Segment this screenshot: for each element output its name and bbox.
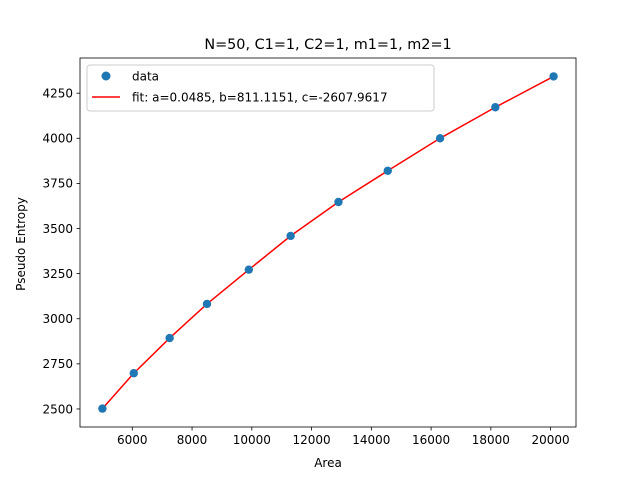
y-axis-label: Pseudo Entropy	[14, 197, 28, 291]
data-point	[491, 103, 500, 112]
x-tick-label: 12000	[292, 433, 330, 447]
x-tick-label: 10000	[233, 433, 271, 447]
y-tick-label: 4000	[42, 132, 73, 146]
data-point	[383, 166, 392, 175]
x-axis-label: Area	[314, 456, 342, 470]
chart-title: N=50, C1=1, C2=1, m1=1, m2=1	[204, 37, 451, 53]
series-layer	[98, 72, 558, 413]
y-tick-label: 2750	[42, 357, 73, 371]
y-tick-label: 2500	[42, 402, 73, 416]
x-tick-label: 18000	[472, 433, 510, 447]
y-tick-label: 3750	[42, 177, 73, 191]
data-point	[549, 72, 558, 81]
data-point	[202, 299, 212, 309]
legend-data-marker	[101, 71, 111, 81]
legend-data-label: data	[132, 70, 159, 84]
y-tick-label: 3000	[42, 312, 73, 326]
x-tick-label: 20000	[532, 433, 570, 447]
x-tick-label: 8000	[177, 433, 208, 447]
x-tick-label: 14000	[352, 433, 390, 447]
x-tick-label: 16000	[412, 433, 450, 447]
y-tick-label: 3250	[42, 267, 73, 281]
data-point	[165, 333, 174, 343]
legend-fit-label: fit: a=0.0485, b=811.1151, c=-2607.9617	[132, 91, 388, 105]
x-tick-label: 6000	[117, 433, 148, 447]
data-point	[334, 197, 343, 207]
data-point	[286, 231, 295, 241]
data-point	[129, 369, 138, 378]
plot-frame	[79, 57, 577, 428]
legend-frame	[86, 64, 435, 112]
data-point	[244, 265, 254, 274]
y-tick-label: 4250	[42, 86, 73, 100]
legend: data fit: a=0.0485, b=811.1151, c=-2607.…	[86, 64, 435, 112]
axes-layer: 6000 8000 10000 12000 14000 16000 18000 20000 25…	[42, 57, 577, 447]
data-point	[98, 404, 107, 413]
y-tick-label: 3500	[42, 222, 73, 236]
data-point	[435, 134, 445, 143]
